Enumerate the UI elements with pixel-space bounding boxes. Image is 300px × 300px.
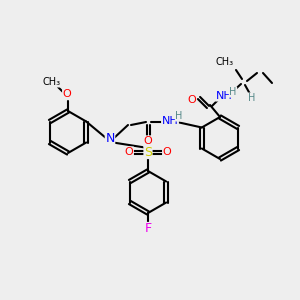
Text: O: O [144, 136, 152, 146]
Text: N: N [105, 131, 115, 145]
Text: H: H [175, 111, 183, 121]
Text: H: H [229, 87, 237, 97]
Text: O: O [124, 147, 134, 157]
Text: H: H [248, 93, 256, 103]
Text: CH₃: CH₃ [216, 57, 234, 67]
Text: O: O [188, 95, 196, 105]
Text: O: O [163, 147, 171, 157]
Text: S: S [144, 146, 152, 158]
Text: NH: NH [216, 91, 232, 101]
Text: NH: NH [162, 116, 178, 126]
Text: F: F [144, 223, 152, 236]
Text: O: O [63, 89, 71, 99]
Text: CH₃: CH₃ [43, 77, 61, 87]
